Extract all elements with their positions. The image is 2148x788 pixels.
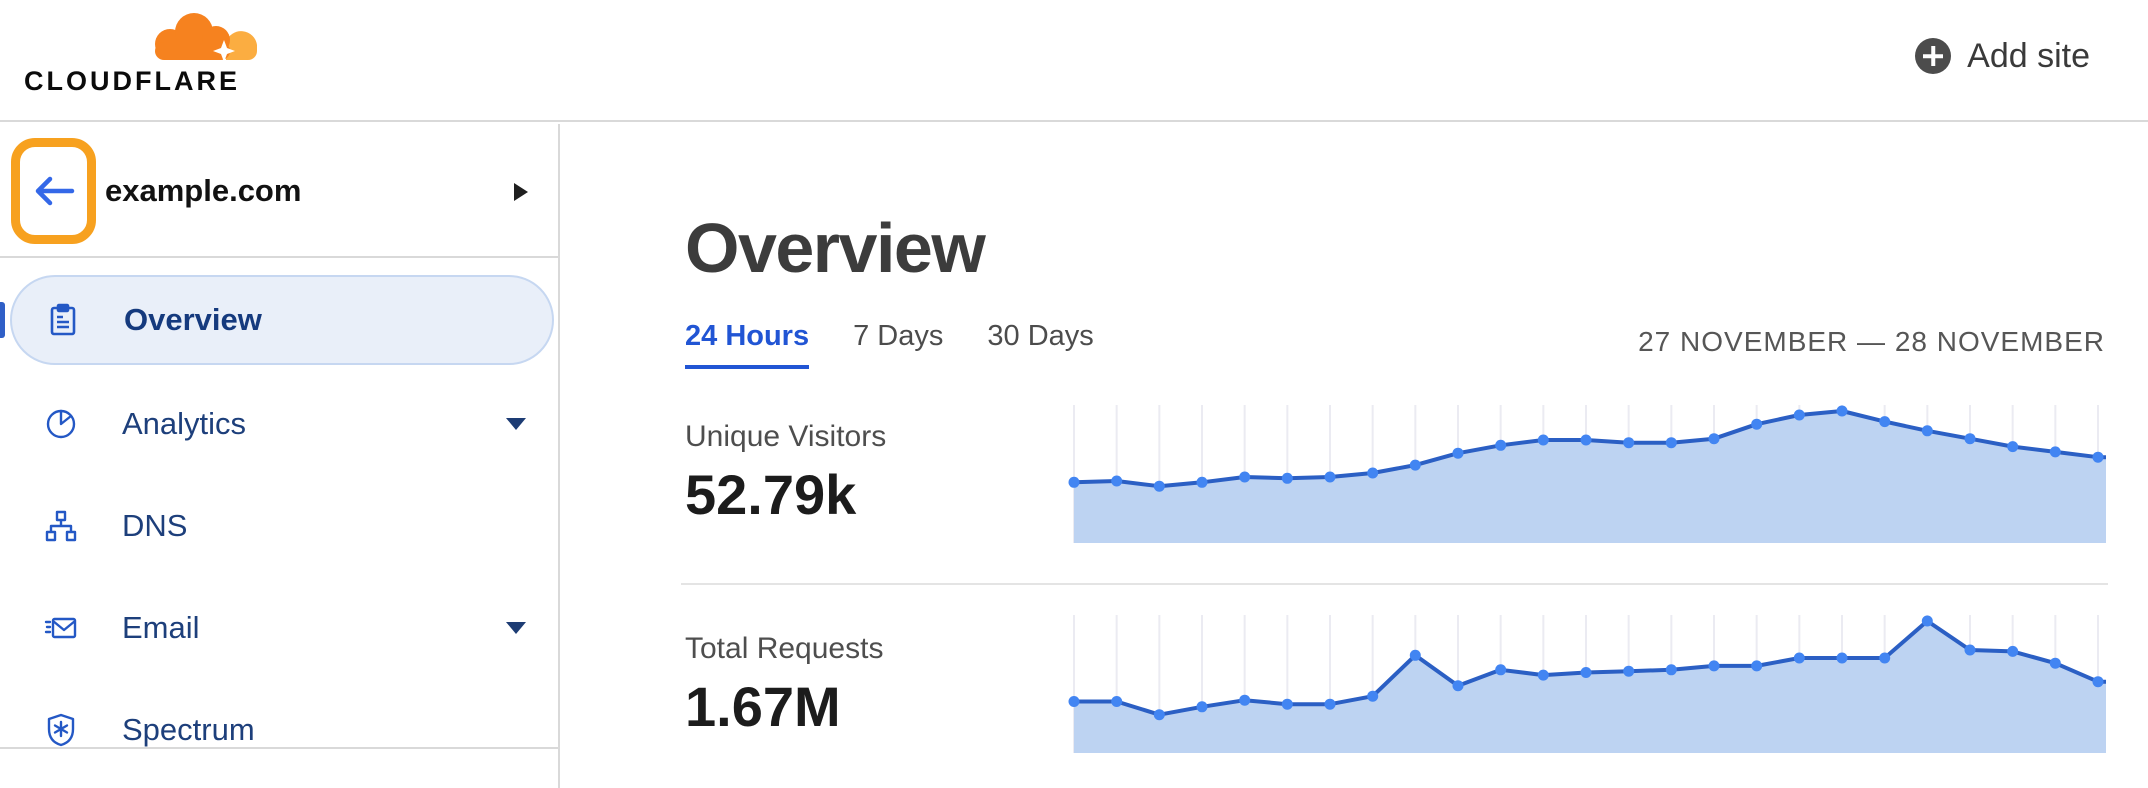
unique-visitors-value: 52.79k <box>685 463 857 526</box>
clipboard-icon <box>50 303 76 336</box>
site-name: example.com <box>105 173 302 208</box>
sidebar-item-label: Email <box>122 610 200 645</box>
time-range-tabs: 24 Hours 7 Days 30 Days <box>685 320 1094 369</box>
sidebar-divider <box>0 747 558 749</box>
cloudflare-wordmark: CLOUDFLARE <box>24 66 240 96</box>
site-selector[interactable]: example.com <box>0 124 558 258</box>
sidebar-item-label: DNS <box>122 508 188 543</box>
sidebar-item-dns[interactable]: DNS <box>0 481 558 571</box>
caret-down-icon[interactable] <box>506 622 526 634</box>
total-requests-value: 1.67M <box>685 675 841 738</box>
cloudflare-cloud-icon <box>155 13 257 62</box>
page-title: Overview <box>685 209 986 287</box>
row-divider <box>681 583 2108 585</box>
selected-accent-bar <box>0 302 5 338</box>
sidebar-item-overview[interactable]: Overview <box>10 275 554 365</box>
total-requests-label: Total Requests <box>685 632 884 665</box>
pie-chart-icon <box>46 409 76 439</box>
tab-30-days[interactable]: 30 Days <box>987 320 1094 352</box>
top-bar: CLOUDFLARE Add site <box>0 0 2148 122</box>
add-site-label: Add site <box>1967 36 2090 75</box>
main-content: Overview 24 Hours 7 Days 30 Days 27 NOVE… <box>562 124 2148 788</box>
caret-down-icon[interactable] <box>506 418 526 430</box>
sidebar-item-spectrum[interactable]: Spectrum <box>0 685 558 775</box>
cloudflare-logo[interactable]: CLOUDFLARE <box>22 6 262 102</box>
sidebar: example.com Overview Analytics <box>0 124 560 788</box>
unique-visitors-label: Unique Visitors <box>685 420 887 453</box>
date-range-label: 27 NOVEMBER — 28 NOVEMBER <box>1638 326 2105 357</box>
email-icon <box>44 617 77 639</box>
sidebar-item-label: Spectrum <box>122 712 255 747</box>
back-button-highlight[interactable] <box>11 138 96 244</box>
sidebar-item-analytics[interactable]: Analytics <box>0 379 558 469</box>
sidebar-item-label: Overview <box>124 302 262 337</box>
total-requests-chart <box>1068 615 2106 753</box>
tab-24-hours[interactable]: 24 Hours <box>685 320 810 369</box>
network-icon <box>45 510 77 542</box>
back-arrow-icon <box>35 176 74 206</box>
shield-icon <box>47 713 75 747</box>
add-site-button[interactable]: Add site <box>1915 33 2090 79</box>
sidebar-item-email[interactable]: Email <box>0 583 558 673</box>
tab-7-days[interactable]: 7 Days <box>853 320 944 352</box>
caret-right-icon[interactable] <box>514 183 528 201</box>
sidebar-item-label: Analytics <box>122 406 247 441</box>
unique-visitors-chart <box>1068 405 2106 543</box>
plus-icon <box>1915 38 1952 74</box>
